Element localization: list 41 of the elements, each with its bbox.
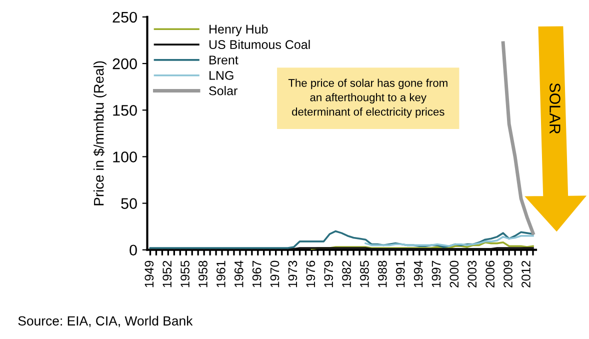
x-tick-label: 2000 [450,260,459,288]
x-tick-label: 1982 [342,260,351,288]
y-tick-label: 150 [113,104,137,116]
y-tick-label: 200 [112,58,137,70]
x-tick-label: 1997 [432,260,441,288]
legend-label: Henry Hub [210,24,268,36]
x-tick-label: 1949 [144,260,154,288]
x-tick-label: 2012 [522,260,530,288]
annotation: The price of solar has gone from an afterthought to a key determinant of electricity prices [288,78,448,118]
x-tick-label: 1970 [270,260,280,288]
x-tick-label: 1979 [324,260,334,288]
x-tick-label: 1967 [252,260,262,288]
x-tick-label: 1973 [288,260,298,288]
line-series [149,230,534,249]
x-tick-label: 1976 [306,260,316,288]
line-series [310,241,534,250]
x-tick-label: 1994 [414,260,423,288]
x-tick-label: 1955 [180,260,190,288]
x-tick-label: 2006 [486,260,494,288]
y-axis-title: Price in $/mmbtu (Real) [93,61,106,206]
x-tick-label: 2003 [468,260,477,288]
legend-label: LNG [210,70,234,80]
y-tick-label: 0 [130,244,137,256]
legend-label: US Bitumous Coal [209,40,310,50]
x-tick-label: 1964 [234,260,244,288]
x-tick-label: 1985 [360,260,369,288]
x-tick-label: 2009 [504,260,512,288]
x-tick-label: 1958 [198,260,208,288]
text: SOLAR [550,83,560,134]
y-tick-label: 100 [113,152,137,162]
y-tick-label: 250 [112,12,137,23]
y-tick-label: 50 [121,198,137,209]
x-tick-label: 1952 [162,260,172,288]
x-tick-label: 1988 [378,260,387,288]
x-tick-label: 1991 [396,260,405,288]
source-note: Source: EIA, CIA, World Bank [18,316,193,328]
x-tick-label: 1961 [216,260,226,288]
legend-label: Brent [210,56,238,64]
line-series [501,41,535,235]
line-series [364,234,534,248]
legend-label: Solar [209,86,238,96]
